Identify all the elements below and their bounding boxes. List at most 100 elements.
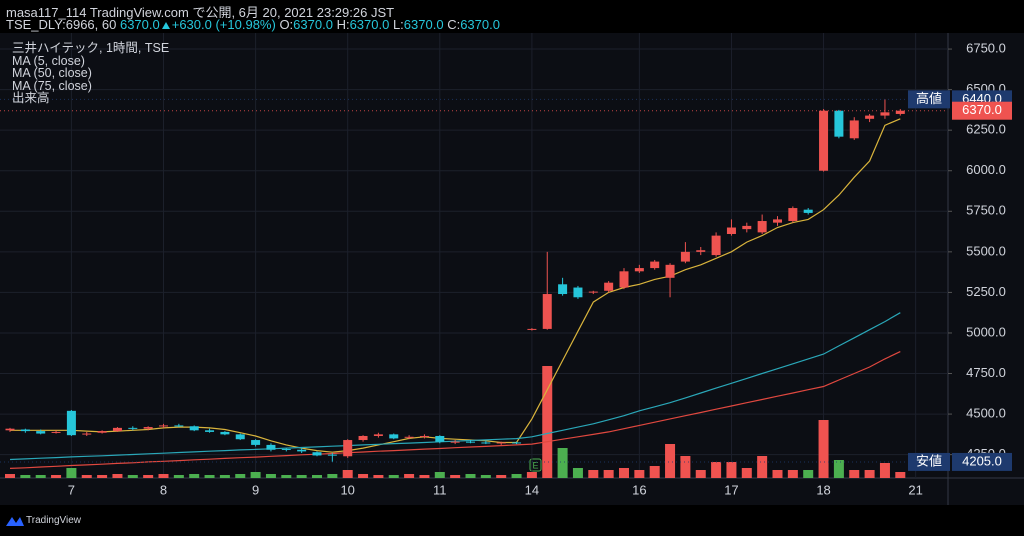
quote-line: TSE_DLY:6966, 60 6370.0 +630.0 (+10.98%) … [6,17,500,32]
volume-bar [434,472,445,478]
footer-brand: TradingView [26,515,82,526]
candle-body [174,425,184,427]
volume-bar [526,472,537,478]
volume-bar [879,463,890,478]
volume-bar [219,475,230,478]
candle-body [696,250,706,252]
candle-body [895,110,905,114]
candle-body [20,429,30,432]
candle-body [389,434,399,439]
volume-bar [849,470,860,478]
tag-label: 高値 [916,91,942,106]
volume-bar [358,474,369,478]
volume-bar [20,475,31,478]
volume-bar [864,470,875,478]
volume-bar [342,470,353,478]
volume-bar [480,475,491,478]
volume-bar [235,474,246,478]
volume-bar [143,475,154,478]
ohlc-fields: O:6370.0 H:6370.0 L:6370.0 C:6370.0 [279,17,500,32]
volume-bar [35,475,46,478]
volume-bar [634,470,645,478]
price-label: 4205.0 [962,453,1002,468]
brand-logo [6,517,24,526]
candle-body [97,431,107,433]
volume-bar [419,475,430,478]
symbol: TSE_DLY:6966, 60 [6,17,117,32]
x-tick-label: 16 [632,482,646,497]
candle-body [788,208,798,222]
volume-bar [5,474,15,478]
volume-bar [895,472,906,478]
candle-body [112,427,122,432]
tag-box [908,452,950,471]
candle-body [512,442,522,444]
candle-body [634,268,644,272]
ma-line [9,351,901,469]
field-label: L: [392,17,404,32]
candle-body [819,110,829,171]
candle-body [481,442,491,444]
y-tick-label: 6250.0 [966,122,1006,137]
candle-body [51,431,61,433]
volume-bar [803,470,814,478]
y-tick-label: 5000.0 [966,324,1006,339]
candle-body [711,235,721,256]
volume-bar [173,475,184,478]
volume-bar [373,475,384,478]
volume-bar [112,474,123,478]
y-tick-label: 4750.0 [966,365,1006,380]
x-tick-label: 10 [340,482,354,497]
volume-bar [281,475,292,478]
field-value: 6370.0 [460,17,500,32]
earnings-icon: E [532,460,538,470]
volume-bar [312,475,322,478]
volume-bar [619,468,629,478]
tag-label: 安値 [916,453,942,468]
volume-bar [757,456,768,478]
x-tick-label: 14 [525,482,539,497]
volume-bar [127,475,138,478]
candle-body [358,435,368,441]
legend-entry: MA (5, close) [12,53,85,68]
time-axis [0,478,1024,505]
candle-body [573,287,583,298]
candle-body [435,435,445,442]
header-title: masa117_114 TradingView.com で公開, 6月 20, … [6,5,395,20]
ma-line [10,118,901,453]
candle-body [297,449,307,452]
candle-body [757,221,767,233]
candle-body [312,452,322,456]
candle-body [189,426,199,431]
change: +630.0 (+10.98%) [171,17,276,32]
candle-body [588,291,598,293]
candle-body [865,115,875,119]
candle-body [542,294,552,329]
legend-entry: MA (50, close) [12,66,92,80]
candle-body [373,434,383,436]
volume-bar [542,366,553,478]
candle-body [773,219,782,223]
volume-bar [189,474,200,478]
candle-body [450,441,460,443]
volume-bar [450,475,461,478]
candle-body [527,328,537,330]
y-tick-label: 5750.0 [966,203,1006,218]
y-tick-label: 5500.0 [966,243,1006,258]
volume-bar [250,472,261,478]
candle-body [650,261,660,269]
tag-box [908,90,950,109]
field-label: C: [447,17,461,32]
y-tick-label: 5250.0 [966,284,1006,299]
plot-area [0,33,948,478]
volume-bar [388,475,399,478]
volume-bar [665,444,676,478]
candle-body [665,264,675,278]
candle-body [466,441,475,443]
price-label-box [952,452,1012,471]
legend-entry: 出来高 [12,91,50,105]
candle-body [281,448,291,450]
volume-bar [695,470,706,478]
